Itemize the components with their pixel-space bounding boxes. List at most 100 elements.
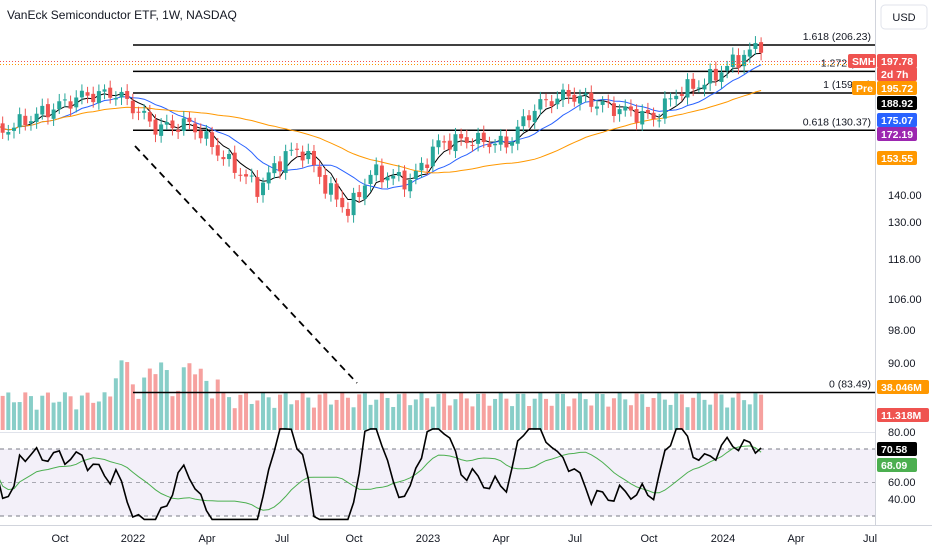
volume-bar [645,406,650,430]
candle-body [594,106,599,109]
candle-body [164,122,169,125]
volume-bar [187,363,192,430]
candle-body [345,208,350,216]
candle-body [481,132,486,143]
candle-body [244,174,249,177]
volume-bar [459,392,464,430]
volume-bar [176,390,181,430]
volume-bar [617,392,622,430]
candle-body [57,101,62,110]
volume-bar [74,409,79,430]
fib-level-label: 0 (83.49) [829,379,871,391]
candle-body [453,134,458,152]
trend-line[interactable] [134,145,358,384]
time-tick: Jul [863,533,877,545]
volume-bar [221,392,226,430]
candle-body [272,163,277,174]
volume-bar [572,398,577,430]
volume-bar [317,394,322,430]
candle-body [402,170,407,190]
moving-average-line [0,64,762,190]
price-tick: 106.00 [888,294,922,306]
candle-body [634,109,639,123]
price-badge-volume: 11.318M [881,410,922,422]
volume-bar [130,384,135,430]
candle-body [396,172,401,176]
candle-body [623,106,628,111]
candle-body [385,177,390,181]
volume-bar [204,380,209,430]
candle-body [391,175,396,179]
volume-bar [96,401,101,430]
volume-bar [6,392,11,430]
volume-bar [623,399,628,430]
candle-body [255,177,260,197]
volume-bar [555,393,560,430]
volume-bar [147,368,152,430]
volume-bar [725,407,730,430]
candle-body [532,110,537,123]
candle-body [142,110,147,113]
volume-bar [538,392,543,430]
price-badge-countdown: 2d 7h [881,69,908,81]
volume-bar [34,409,39,430]
volume-bar [453,399,458,430]
volume-bar [464,398,469,430]
volume-bar [402,393,407,430]
volume-bar [498,392,503,430]
volume-bar [476,393,481,430]
volume-bar [0,395,5,430]
price-tick: 90.00 [888,358,916,370]
candle-body [708,68,713,84]
candle-body [368,174,373,184]
symbol-title[interactable]: VanEck Semiconductor ETF, 1W, NASDAQ [7,8,237,22]
volume-bar [283,393,288,430]
price-badge-rsi: 70.58 [881,444,907,456]
fib-level-label: 1.618 (206.23) [803,31,871,43]
volume-bar [413,399,418,430]
volume-bar [662,399,667,430]
candle-body [294,148,299,150]
candle-body [759,42,764,53]
volume-bar [391,406,396,430]
currency-button[interactable] [880,4,928,30]
candle-body [210,132,215,147]
candle-body [317,166,322,177]
candle-body [538,99,543,110]
volume-bar [668,404,673,430]
candle-body [742,54,747,67]
candle-body [515,126,520,144]
price-tick: 130.00 [888,217,922,229]
volume-bar [255,400,260,430]
candle-body [600,101,605,105]
volume-bars [0,360,764,430]
candle-body [379,165,384,183]
candle-body [719,72,724,82]
volume-bar [40,395,45,430]
candle-body [476,132,481,144]
price-badge-bg [877,81,917,95]
candle-body [493,143,498,146]
volume-bar [215,379,220,430]
candle-body [662,98,667,119]
price-tick: 98.00 [888,325,916,337]
price-badge-bg [848,54,876,68]
candle-body [617,109,622,115]
volume-bar [521,393,526,430]
candle-body [487,143,492,148]
volume-bar [227,397,232,430]
volume-bar [759,394,764,430]
price-badge-bg [877,458,917,472]
volume-bar [23,392,28,430]
time-tick: Oct [640,533,657,545]
candle-body [62,99,67,101]
rsi-lines [0,428,762,521]
volume-bar [51,402,56,430]
candle-body [45,104,50,118]
candle-body [108,87,113,98]
price-badge-ma-long: 153.55 [881,153,913,165]
candle-body [261,182,266,196]
volume-bar [102,392,107,430]
candle-body [328,183,333,195]
